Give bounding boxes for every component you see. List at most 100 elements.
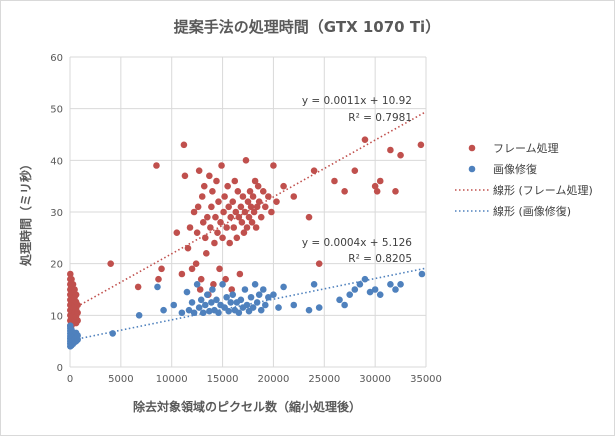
data-point bbox=[193, 229, 201, 236]
data-point bbox=[253, 299, 261, 306]
legend-label: 線形 (画像修復) bbox=[493, 204, 571, 218]
data-point bbox=[229, 198, 237, 205]
trendline-equation: y = 0.0011x + 10.92 bbox=[302, 95, 412, 107]
data-point bbox=[250, 208, 258, 216]
data-point bbox=[188, 265, 196, 273]
data-point bbox=[257, 306, 265, 314]
data-point bbox=[222, 275, 229, 283]
data-point bbox=[247, 203, 255, 211]
data-point bbox=[315, 260, 323, 267]
legend-marker bbox=[468, 165, 476, 173]
data-point bbox=[217, 219, 224, 226]
data-point bbox=[346, 291, 354, 298]
data-point bbox=[249, 304, 257, 311]
data-point bbox=[225, 203, 232, 211]
data-point bbox=[210, 281, 217, 288]
data-point bbox=[69, 281, 77, 288]
data-point bbox=[223, 224, 230, 231]
data-point bbox=[154, 283, 161, 291]
data-point bbox=[204, 213, 211, 221]
trendline-equation: y = 0.0004x + 5.126 bbox=[302, 237, 412, 249]
data-point bbox=[71, 286, 78, 293]
data-point bbox=[248, 219, 256, 226]
data-point bbox=[208, 203, 215, 211]
data-point bbox=[204, 291, 211, 298]
data-point bbox=[261, 203, 269, 211]
legend-label: 線形 (フレーム処理) bbox=[493, 183, 593, 197]
data-point bbox=[237, 296, 245, 304]
data-point bbox=[232, 208, 240, 216]
data-point bbox=[190, 208, 198, 216]
data-point bbox=[290, 301, 298, 309]
y-tick-label: 20 bbox=[50, 260, 63, 271]
x-tick-label: 25000 bbox=[308, 374, 340, 385]
data-point bbox=[351, 286, 359, 293]
data-point bbox=[310, 167, 318, 174]
data-point bbox=[213, 296, 220, 304]
data-point bbox=[361, 275, 369, 283]
data-point bbox=[195, 167, 203, 174]
data-point bbox=[356, 281, 364, 288]
data-point bbox=[200, 182, 208, 190]
data-point bbox=[251, 281, 259, 288]
data-point bbox=[219, 281, 226, 288]
data-point bbox=[268, 208, 275, 216]
data-point bbox=[67, 270, 74, 278]
data-point bbox=[366, 288, 374, 296]
data-point bbox=[160, 306, 167, 314]
data-point bbox=[242, 157, 250, 164]
data-point bbox=[254, 182, 262, 190]
data-point bbox=[397, 281, 404, 288]
data-point bbox=[253, 203, 261, 211]
data-point bbox=[186, 224, 194, 231]
data-point bbox=[270, 291, 277, 298]
data-point bbox=[244, 198, 252, 205]
data-point bbox=[243, 301, 251, 309]
data-point bbox=[280, 283, 287, 291]
data-point bbox=[361, 136, 369, 143]
data-point bbox=[199, 219, 207, 226]
data-point bbox=[275, 304, 282, 311]
data-point bbox=[188, 299, 196, 306]
tick-labels: 0 5000 10000 15000 20000 25000 30000 35000 0 10 20… bbox=[50, 53, 442, 385]
data-point bbox=[376, 177, 384, 185]
data-point bbox=[238, 219, 246, 226]
series-1-points bbox=[67, 270, 426, 350]
data-point bbox=[392, 188, 399, 195]
data-point bbox=[234, 188, 242, 195]
data-point bbox=[221, 193, 228, 200]
data-point bbox=[193, 281, 201, 288]
data-point bbox=[181, 172, 189, 180]
data-point bbox=[197, 296, 205, 304]
data-point bbox=[155, 275, 162, 283]
data-point bbox=[74, 309, 81, 317]
data-point bbox=[135, 312, 143, 319]
data-point bbox=[235, 213, 243, 221]
data-point bbox=[134, 283, 142, 291]
data-point bbox=[259, 286, 267, 293]
trendline-equations: y = 0.0011x + 10.92 R² = 0.7981 y = 0.0004… bbox=[302, 95, 412, 265]
data-point bbox=[229, 291, 237, 298]
data-point bbox=[259, 188, 267, 195]
data-point bbox=[305, 306, 313, 314]
data-point bbox=[74, 332, 81, 339]
data-point bbox=[227, 213, 235, 221]
data-point bbox=[185, 306, 193, 314]
data-point bbox=[206, 307, 213, 315]
data-point bbox=[223, 293, 230, 301]
data-point bbox=[371, 286, 379, 293]
data-point bbox=[280, 182, 287, 190]
y-axis-title: 処理時間（ミリ秒） bbox=[18, 158, 33, 267]
data-point bbox=[109, 330, 117, 337]
data-point bbox=[201, 301, 209, 309]
data-point bbox=[227, 299, 235, 306]
data-point bbox=[265, 293, 272, 301]
data-point bbox=[257, 213, 265, 221]
data-point bbox=[198, 193, 206, 200]
data-point bbox=[247, 293, 255, 301]
data-point bbox=[241, 208, 249, 216]
x-tick-label: 15000 bbox=[207, 374, 239, 385]
data-point bbox=[218, 162, 225, 169]
data-point bbox=[74, 301, 81, 309]
